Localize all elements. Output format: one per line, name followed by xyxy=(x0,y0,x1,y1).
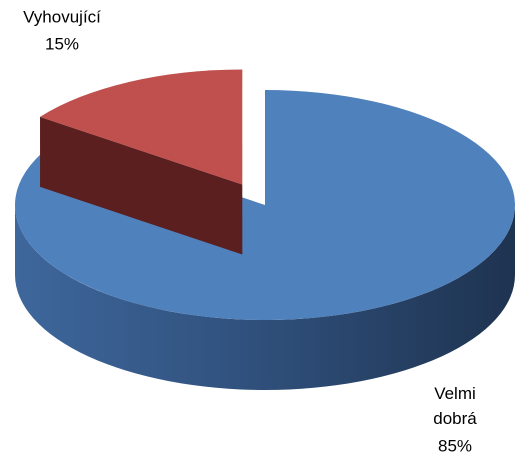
slice-value-label: 15% xyxy=(45,34,79,53)
pie-slice xyxy=(40,69,243,185)
pie-side xyxy=(15,205,515,390)
slice-value-label: 85% xyxy=(438,436,472,455)
slice-label: Vyhovující xyxy=(23,7,101,26)
pie-cut-face xyxy=(40,116,243,255)
pie-slice xyxy=(14,90,515,320)
slice-label: Velmi dobrá xyxy=(433,384,477,428)
